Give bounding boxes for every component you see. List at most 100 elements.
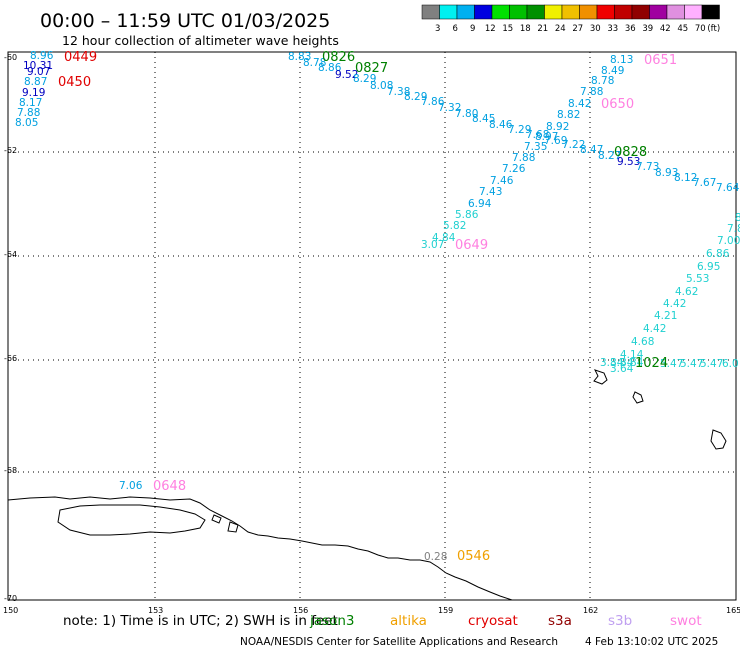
wave-value: 7.88 (512, 152, 535, 164)
wave-value: 8.97 (535, 131, 558, 143)
lat-label-66: -66 (4, 354, 17, 363)
wave-value: 8.42 (568, 98, 591, 110)
wave-value: 7.88 (580, 86, 603, 98)
wave-value: 7.38 (387, 86, 410, 98)
wave-value: 7.86 (421, 96, 445, 108)
wave-value: 6.95 (697, 261, 720, 273)
wave-value: 8.12 (674, 172, 697, 184)
wave-value: 10.31 (23, 60, 53, 72)
wave-value: 7.35 (524, 141, 547, 153)
wave-value: 9.52 (335, 69, 358, 81)
mission-altika: altika (390, 613, 427, 629)
scale-label: 70 (695, 24, 706, 34)
scale-swatch (596, 4, 615, 20)
wave-value: 8.47 (580, 144, 603, 156)
mission-swot: swot (670, 613, 702, 629)
wave-value: 8.17 (19, 97, 42, 109)
wave-value: 8.86 (318, 62, 342, 74)
scale-swatch (666, 4, 685, 20)
scale-swatch (491, 4, 510, 20)
track-label-0651: 0651 (644, 53, 677, 68)
wave-value: 5.82 (443, 220, 466, 232)
scale-label: 39 (642, 24, 653, 34)
wave-value: 3.64 (610, 363, 634, 375)
map-subtitle: 12 hour collection of altimeter wave hei… (62, 33, 339, 48)
scale-label: 3 (435, 24, 440, 34)
wave-value: 8.46 (489, 119, 513, 131)
wave-value: 6.94 (468, 198, 492, 210)
color-scale-legend: 3 6 9 12 15 18 21 24 27 30 33 36 39 42 45 70 (ft) (421, 4, 720, 34)
wave-value: 7.88 (17, 107, 40, 119)
scale-swatch (684, 4, 703, 20)
wave-value: 4.42 (663, 298, 686, 310)
track-label-0828: 0828 (614, 145, 647, 160)
wave-value: 9.07 (27, 66, 50, 78)
track-label-0650: 0650 (601, 97, 634, 112)
wave-value: 3.84 (600, 357, 624, 369)
wave-value: 8.29 (404, 91, 427, 103)
wave-value: 4.42 (643, 323, 666, 335)
wave-height-values: 8.9610.319.078.879.198.177.888.058.838.7… (15, 50, 740, 563)
scale-label: 21 (537, 24, 548, 34)
wave-value: 8.96 (30, 50, 54, 62)
wave-value: 3.84 (610, 357, 634, 369)
scale-swatch (614, 4, 633, 20)
scale-swatch (579, 4, 598, 20)
lon-label-150: 150 (3, 606, 18, 615)
lat-label-64: -64 (4, 250, 17, 259)
wave-value: 8.49 (601, 65, 624, 77)
wave-value: 8.13 (610, 54, 633, 66)
wave-value: 8.05 (15, 117, 38, 129)
wave-value: 7.8 (727, 223, 740, 235)
scale-swatch (421, 4, 440, 20)
scale-label: 9 (470, 24, 475, 34)
wave-value: 7.06 (119, 480, 143, 492)
track-label-0826: 0826 (322, 50, 355, 65)
scale-swatch (509, 4, 528, 20)
graticule (8, 52, 736, 600)
scale-label: 42 (660, 24, 671, 34)
footer-note: note: 1) Time is in UTC; 2) SWH is in fe… (63, 613, 338, 629)
wave-value: 4.84 (432, 232, 456, 244)
wave-value: 8.92 (546, 121, 569, 133)
lat-label-62: -62 (4, 146, 17, 155)
mission-s3b: s3b (608, 613, 632, 629)
wave-value: 6.0 (722, 358, 739, 370)
track-label-0449: 0449 (64, 50, 97, 65)
wave-value: 8.87 (24, 76, 47, 88)
scale-swatch (526, 4, 545, 20)
wave-value: 7.80 (455, 108, 478, 120)
scale-label: 15 (502, 24, 513, 34)
wave-value: 8.82 (557, 109, 580, 121)
scale-swatch (439, 4, 458, 20)
scale-label: 24 (555, 24, 566, 34)
scale-label: 27 (572, 24, 583, 34)
scale-swatch (474, 4, 493, 20)
scale-label: 18 (520, 24, 531, 34)
mission-jason3: jason3 (309, 613, 354, 629)
wave-value: 7.22 (562, 139, 585, 151)
wave-value: 7.46 (490, 175, 514, 187)
wave-value: 7.26 (502, 163, 526, 175)
wave-value: 5.47 (680, 358, 703, 370)
scale-swatch (631, 4, 650, 20)
footer-credit: NOAA/NESDIS Center for Satellite Applica… (240, 636, 558, 648)
footer-timestamp: 4 Feb 13:10:02 UTC 2025 (585, 636, 718, 648)
scale-swatch (544, 4, 563, 20)
wave-value: 4.62 (675, 286, 698, 298)
wave-value: 5.86 (455, 209, 479, 221)
wave-value: 9.53 (617, 156, 640, 168)
scale-label: 45 (677, 24, 688, 34)
wave-value: 5.53 (686, 273, 709, 285)
wave-value: 8.93 (655, 167, 678, 179)
wave-value: 7.00 (717, 235, 740, 247)
wave-value: 8.78 (303, 57, 326, 69)
mission-legend: jason3 altika cryosat s3a s3b swot (309, 613, 702, 629)
scale-swatch (561, 4, 580, 20)
lon-label-153: 153 (148, 606, 163, 615)
wave-value: 4.14 (620, 349, 644, 361)
wave-value: 3.84 (620, 357, 644, 369)
track-label-0450: 0450 (58, 75, 91, 90)
lon-label-165: 165 (726, 606, 740, 615)
